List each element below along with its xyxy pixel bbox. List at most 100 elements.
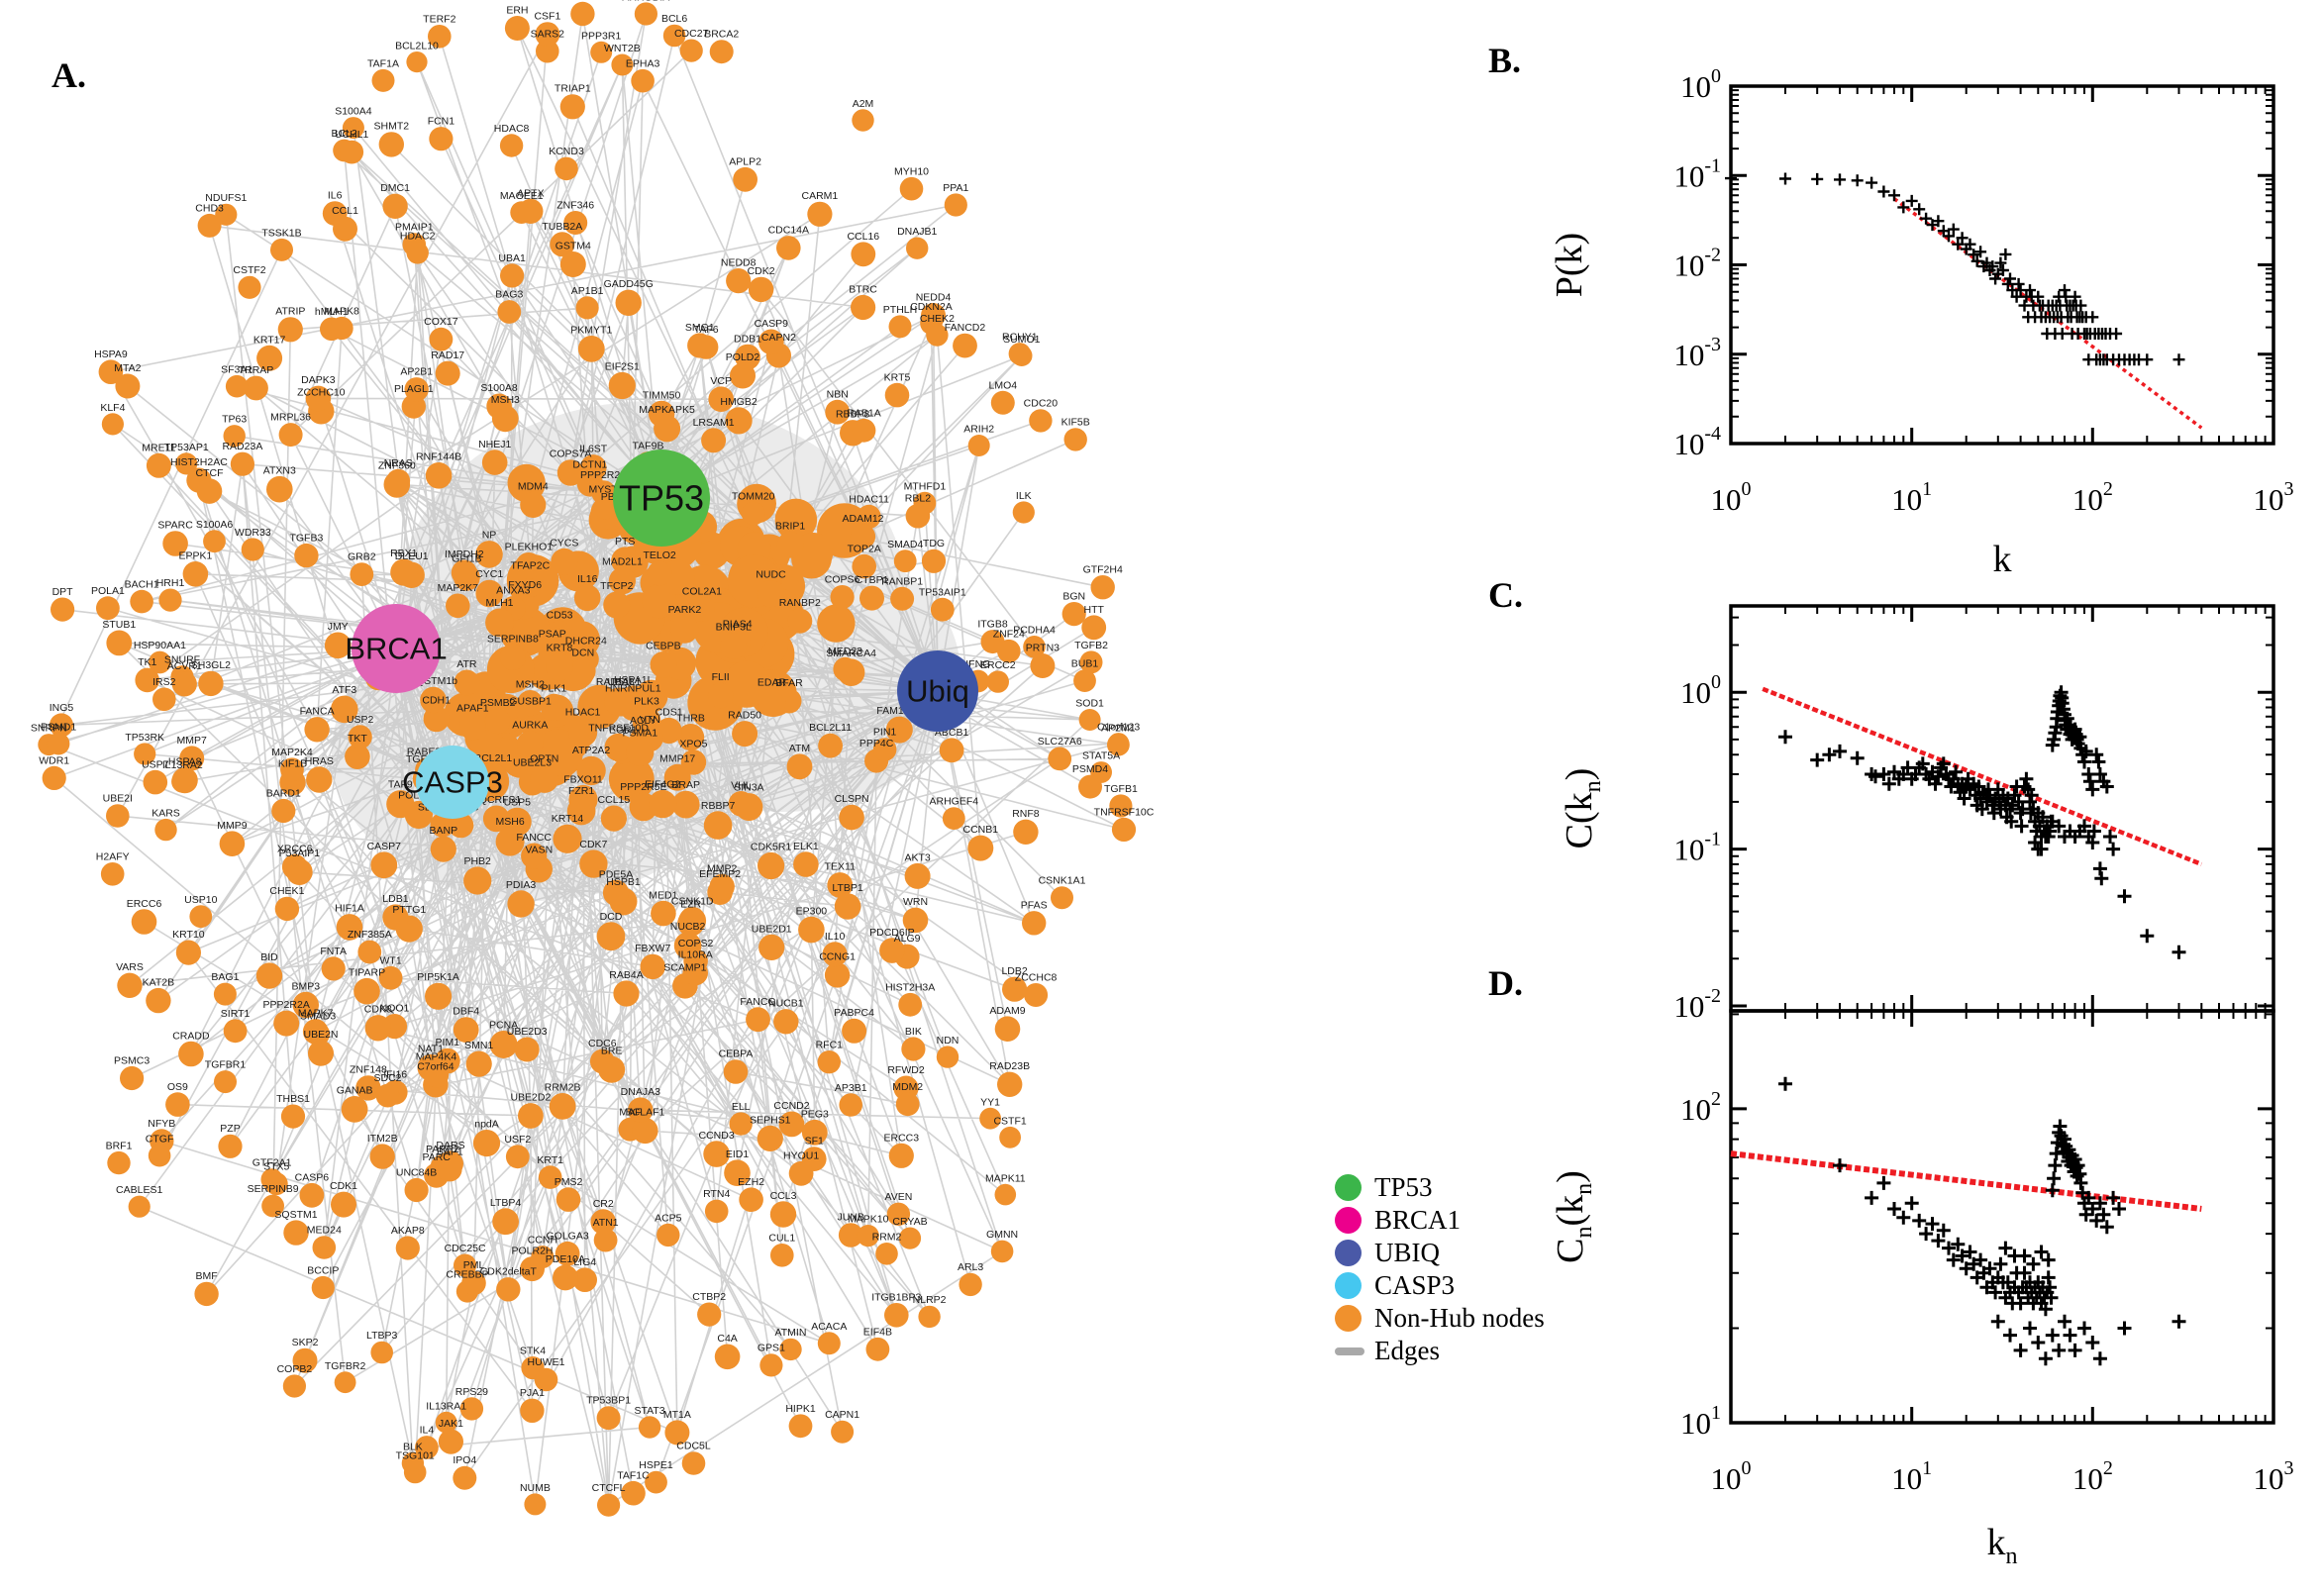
svg-text:GTF2A1: GTF2A1 — [252, 1157, 292, 1169]
svg-text:HSPB1: HSPB1 — [606, 876, 641, 888]
svg-text:YY1: YY1 — [980, 1096, 1000, 1108]
svg-text:KRT8: KRT8 — [547, 643, 573, 654]
svg-text:BAG1: BAG1 — [211, 971, 239, 983]
svg-text:MAPK8: MAPK8 — [324, 305, 359, 317]
svg-text:CASP6: CASP6 — [295, 1171, 330, 1183]
svg-text:C(kn): C(kn) — [1559, 768, 1606, 849]
svg-text:ATRIP: ATRIP — [275, 306, 305, 318]
svg-text:HDAC8: HDAC8 — [494, 123, 530, 135]
svg-text:CCND3: CCND3 — [699, 1130, 735, 1142]
svg-text:EPHA3: EPHA3 — [626, 58, 660, 70]
svg-text:CCNH: CCNH — [528, 1235, 557, 1247]
svg-text:RANBP2: RANBP2 — [779, 597, 821, 609]
svg-text:TAF9B: TAF9B — [633, 441, 664, 452]
svg-text:TP63: TP63 — [222, 414, 247, 426]
svg-text:CSTF2: CSTF2 — [233, 264, 265, 276]
svg-text:FLII: FLII — [712, 671, 730, 683]
svg-text:PABPC4: PABPC4 — [834, 1007, 874, 1019]
svg-text:LRSAM1: LRSAM1 — [693, 417, 735, 429]
svg-text:CDK1: CDK1 — [330, 1180, 357, 1192]
svg-text:SKP2: SKP2 — [292, 1337, 319, 1348]
svg-text:STAT3: STAT3 — [635, 1405, 665, 1417]
svg-text:ATM: ATM — [789, 743, 810, 754]
svg-text:CLSPN: CLSPN — [835, 793, 869, 805]
svg-text:10-4: 10-4 — [1673, 423, 1721, 461]
svg-text:PTHLH: PTHLH — [883, 304, 917, 316]
svg-text:PJA1: PJA1 — [520, 1387, 545, 1399]
legend-label-ubiq: UBIQ — [1374, 1238, 1440, 1267]
svg-text:FANCC: FANCC — [516, 832, 552, 844]
plot-b-fit-line — [1892, 197, 2203, 430]
svg-text:JAK1: JAK1 — [439, 1418, 463, 1430]
svg-text:BRF1: BRF1 — [106, 1140, 133, 1151]
svg-text:CTBP1: CTBP1 — [856, 574, 889, 586]
svg-text:TFAP2C: TFAP2C — [511, 559, 551, 571]
svg-text:LIG4: LIG4 — [573, 1256, 596, 1268]
legend-label-nonhub: Non-Hub nodes — [1374, 1303, 1545, 1333]
svg-text:IL6: IL6 — [328, 190, 343, 202]
svg-text:100: 100 — [1711, 1457, 1752, 1496]
legend-item-casp3: CASP3 — [1335, 1269, 1545, 1302]
non-hub-nodes — [38, 1, 1137, 1517]
svg-text:WRN: WRN — [903, 896, 928, 908]
svg-text:ITGB1BP3: ITGB1BP3 — [871, 1292, 921, 1304]
svg-text:MAD2L1: MAD2L1 — [602, 556, 643, 568]
svg-text:100: 100 — [1680, 671, 1721, 710]
svg-text:AP2B1: AP2B1 — [400, 366, 433, 378]
svg-text:MRPL36: MRPL36 — [270, 412, 311, 424]
svg-text:10-3: 10-3 — [1673, 334, 1721, 372]
svg-text:COPS2: COPS2 — [678, 938, 714, 949]
svg-text:HIST2H2AC: HIST2H2AC — [170, 456, 228, 468]
svg-text:CREBBP: CREBBP — [446, 1269, 488, 1281]
svg-text:GTF2H4: GTF2H4 — [1083, 564, 1123, 576]
svg-text:USP7: USP7 — [142, 758, 169, 770]
plot-d-points — [1778, 1076, 2186, 1366]
svg-text:DCD: DCD — [600, 911, 623, 923]
svg-text:SARS2: SARS2 — [531, 28, 565, 40]
svg-text:CTCF: CTCF — [196, 467, 224, 479]
svg-text:SERPINB9: SERPINB9 — [248, 1183, 299, 1195]
svg-text:PDCD6IP: PDCD6IP — [869, 927, 915, 939]
svg-text:PDE5A: PDE5A — [599, 868, 633, 880]
svg-text:BRE: BRE — [601, 1045, 623, 1056]
svg-text:FXYD6: FXYD6 — [508, 579, 542, 591]
svg-text:CEBPB: CEBPB — [646, 640, 681, 651]
svg-text:RANBP1: RANBP1 — [881, 575, 923, 587]
svg-text:CCL16: CCL16 — [847, 231, 879, 243]
legend-item-nonhub: Non-Hub nodes — [1335, 1302, 1545, 1335]
svg-text:CEBPA: CEBPA — [719, 1048, 754, 1060]
svg-text:ZNF360: ZNF360 — [378, 460, 416, 472]
svg-text:ACACA: ACACA — [811, 1321, 847, 1333]
svg-text:COL2A1: COL2A1 — [682, 586, 722, 598]
svg-text:TGFB2: TGFB2 — [1074, 640, 1108, 651]
svg-text:CCND2: CCND2 — [773, 1100, 809, 1112]
svg-text:POLD2: POLD2 — [726, 351, 760, 363]
svg-text:ERCC3: ERCC3 — [884, 1132, 920, 1144]
svg-text:CAPN2: CAPN2 — [761, 332, 796, 344]
svg-text:RBBP7: RBBP7 — [701, 800, 736, 812]
svg-text:MAP2K7: MAP2K7 — [438, 582, 479, 594]
svg-text:ERCC2: ERCC2 — [980, 659, 1016, 671]
svg-text:C1orf123: C1orf123 — [1097, 722, 1140, 734]
svg-text:VCP: VCP — [710, 375, 732, 387]
svg-text:TRIAP1: TRIAP1 — [555, 83, 591, 95]
svg-text:PHB2: PHB2 — [463, 855, 491, 867]
svg-text:S100A4: S100A4 — [335, 106, 372, 118]
panel-b-letter: B. — [1488, 41, 1522, 80]
svg-text:PTS: PTS — [615, 536, 635, 548]
svg-text:TP53: TP53 — [619, 478, 704, 519]
svg-text:PLEKHO1: PLEKHO1 — [505, 542, 554, 553]
plot-d-fit-line — [1730, 1150, 2202, 1212]
svg-text:EIF2S1: EIF2S1 — [605, 360, 640, 372]
svg-text:RTN4: RTN4 — [703, 1188, 730, 1200]
svg-text:EP300: EP300 — [796, 905, 828, 917]
svg-text:ARHGEF4: ARHGEF4 — [930, 796, 979, 808]
svg-text:DPT: DPT — [52, 586, 74, 598]
svg-text:UBE2L3: UBE2L3 — [513, 757, 552, 769]
svg-text:MAP2K4: MAP2K4 — [271, 747, 313, 758]
svg-text:ERCC6: ERCC6 — [127, 898, 162, 910]
svg-text:PML: PML — [463, 1259, 485, 1271]
svg-text:ANXA3: ANXA3 — [496, 585, 531, 597]
svg-text:NHEJ1: NHEJ1 — [478, 439, 511, 450]
svg-text:MAPK7: MAPK7 — [298, 1008, 334, 1020]
